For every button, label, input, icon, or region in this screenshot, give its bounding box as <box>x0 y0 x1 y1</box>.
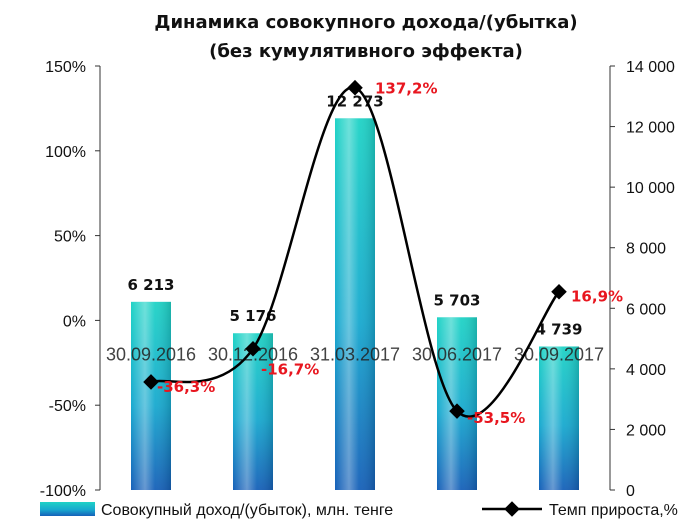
growth-rate-label: -36,3% <box>157 378 215 396</box>
growth-rate-marker <box>143 374 159 390</box>
left-tick-label: -50% <box>49 398 86 415</box>
bar-highlight <box>539 346 579 490</box>
left-tick-label: 0% <box>63 313 86 330</box>
left-tick-label: 50% <box>54 229 86 246</box>
right-tick-label: 14 000 <box>626 59 675 76</box>
bar-highlight <box>131 301 171 490</box>
right-tick-label: 8 000 <box>626 241 666 258</box>
right-tick-label: 4 000 <box>626 362 666 379</box>
plot-area: -100% -50% 0% 50% 100% 150% 0 2 000 4 000 6 000 8 … <box>40 59 675 500</box>
legend: Совокупный доход/(убыток), млн. тенге Тем… <box>40 501 678 519</box>
left-tick-label: -100% <box>40 483 86 500</box>
right-tick-label: 12 000 <box>626 120 675 137</box>
x-tick-label: 30.09.2016 <box>106 344 196 364</box>
legend-bar-swatch <box>40 502 95 516</box>
bar-highlight <box>335 118 375 490</box>
bar-highlight <box>233 333 273 490</box>
bar-value-label: 5 176 <box>230 307 277 325</box>
growth-rate-label: 16,9% <box>571 288 623 306</box>
right-tick-label: 2 000 <box>626 422 666 439</box>
bar-value-label: 5 703 <box>434 291 481 309</box>
x-tick-label: 30.09.2017 <box>514 344 604 364</box>
chart-title-line-2: (без кумулятивного эффекта) <box>209 41 523 62</box>
legend-bar-label: Совокупный доход/(убыток), млн. тенге <box>101 502 393 519</box>
growth-rate-label: 137,2% <box>375 80 437 98</box>
x-tick-label: 31.03.2017 <box>310 344 400 364</box>
legend-line-label: Темп прироста,% <box>549 502 678 519</box>
right-tick-label: 10 000 <box>626 180 675 197</box>
left-tick-label: 100% <box>45 144 86 161</box>
bar-value-label: 4 739 <box>536 320 583 338</box>
right-tick-label: 6 000 <box>626 301 666 318</box>
legend-line-marker <box>504 501 520 517</box>
growth-rate-line <box>150 86 560 418</box>
growth-rate-marker <box>551 283 567 300</box>
right-tick-label: 0 <box>626 483 635 500</box>
x-tick-label: 30.06.2017 <box>412 344 502 364</box>
growth-rate-label: -16,7% <box>261 361 319 379</box>
left-tick-label: 150% <box>45 59 86 76</box>
chart-title-line-1: Динамика совокупного дохода/(убытка) <box>154 12 577 33</box>
bar-value-label: 6 213 <box>128 276 175 294</box>
growth-rate-label: -53,5% <box>467 409 525 427</box>
